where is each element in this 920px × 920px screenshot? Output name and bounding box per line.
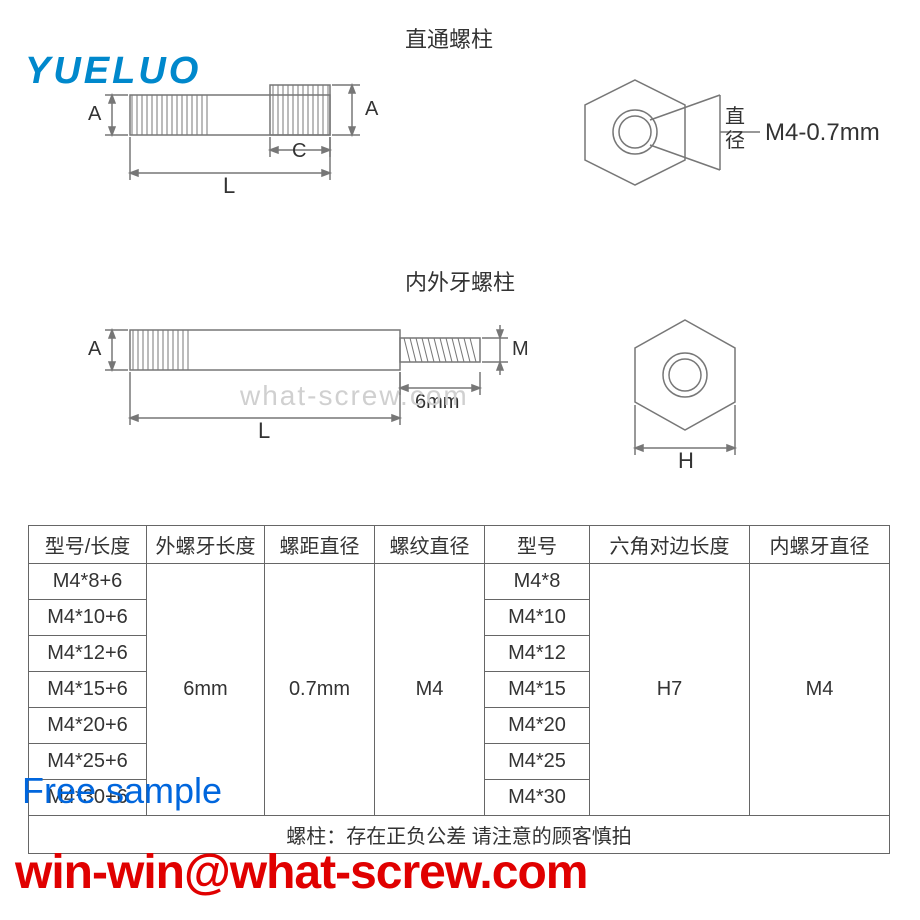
diagram-hex-top: 直 径 M4-0.7mm xyxy=(570,65,890,195)
diagram-through-standoff: A A C L xyxy=(70,75,390,195)
title-through-standoff: 直通螺柱 xyxy=(405,22,493,54)
label-L: L xyxy=(223,173,235,198)
table-cell: M4*30 xyxy=(485,780,590,816)
table-cell: M4*15 xyxy=(485,672,590,708)
table-cell: M4*8 xyxy=(485,564,590,600)
table-cell-merged: 0.7mm xyxy=(265,564,375,816)
label-dia-bot: 径 xyxy=(725,129,745,152)
table-header: 外螺牙长度 xyxy=(147,526,265,564)
table-cell: M4*10+6 xyxy=(29,600,147,636)
table-header: 六角对边长度 xyxy=(590,526,750,564)
label-L-mid: L xyxy=(258,418,270,443)
diagram-hex-bottom: H xyxy=(600,310,800,460)
table-cell-merged: H7 xyxy=(590,564,750,816)
table-header: 内螺牙直径 xyxy=(750,526,890,564)
label-A-right: A xyxy=(365,98,379,120)
label-M: M xyxy=(512,338,529,360)
table-header: 螺距直径 xyxy=(265,526,375,564)
label-dia-top: 直 xyxy=(725,105,745,128)
table-cell: M4*10 xyxy=(485,600,590,636)
label-C: C xyxy=(292,140,306,162)
table-cell-merged: M4 xyxy=(375,564,485,816)
diagram-male-female-standoff: A M 6mm L xyxy=(70,310,520,440)
table-cell: M4*12+6 xyxy=(29,636,147,672)
label-A-mid: A xyxy=(88,338,102,360)
title-male-female-standoff: 内外牙螺柱 xyxy=(405,265,515,297)
label-A-left: A xyxy=(88,103,102,125)
table-header: 型号/长度 xyxy=(29,526,147,564)
watermark-text: what-screw.com xyxy=(240,380,469,412)
table-header: 型号 xyxy=(485,526,590,564)
table-cell: M4*15+6 xyxy=(29,672,147,708)
table-cell: M4*25 xyxy=(485,744,590,780)
table-cell: M4*12 xyxy=(485,636,590,672)
label-thread-spec: M4-0.7mm xyxy=(765,119,880,146)
table-header-row: 型号/长度 外螺牙长度 螺距直径 螺纹直径 型号 六角对边长度 内螺牙直径 xyxy=(29,526,890,564)
table-row: M4*8+6 6mm 0.7mm M4 M4*8 H7 M4 xyxy=(29,564,890,600)
free-sample-overlay: Free sample xyxy=(22,770,222,812)
table-header: 螺纹直径 xyxy=(375,526,485,564)
label-H: H xyxy=(678,448,694,470)
table-cell: M4*20+6 xyxy=(29,708,147,744)
table-cell: M4*8+6 xyxy=(29,564,147,600)
table-cell-merged: M4 xyxy=(750,564,890,816)
email-overlay: win-win@what-screw.com xyxy=(15,845,587,900)
table-cell: M4*20 xyxy=(485,708,590,744)
